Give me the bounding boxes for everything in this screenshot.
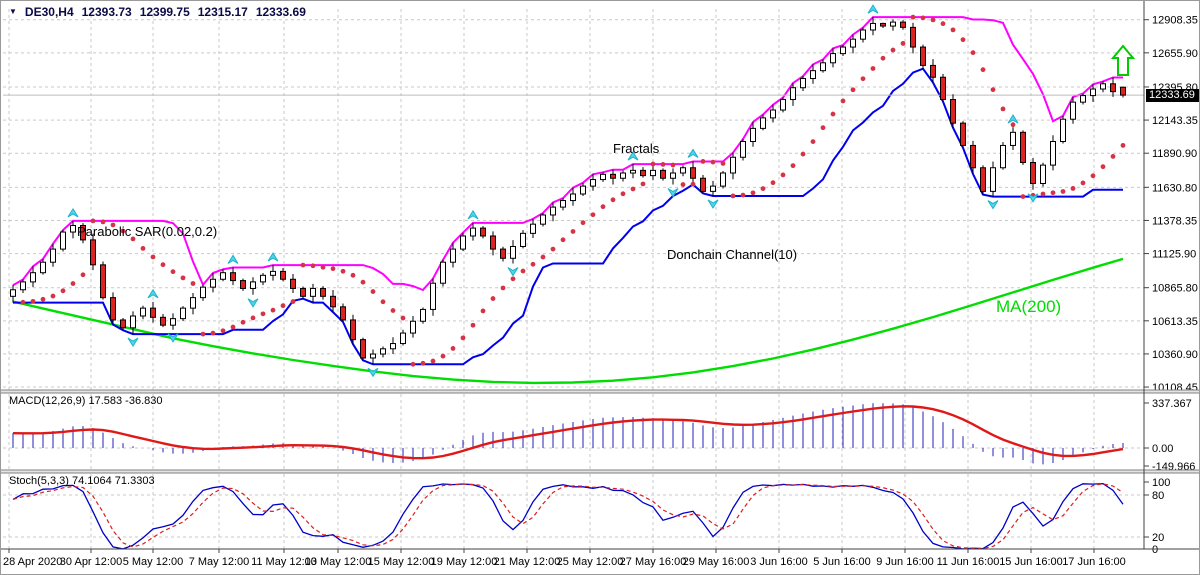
time-tick-label: 15 May 12:00 [368, 556, 435, 568]
time-tick-label: 28 Apr 2020 [3, 556, 62, 568]
symbol-dropdown-icon[interactable]: ▼ [9, 6, 17, 18]
stoch-indicator-label: Stoch(5,3,3) 74.1064 71.3303 [9, 475, 155, 487]
stoch-tick-label: 20 [1152, 532, 1164, 544]
donchian-lower-line [13, 69, 1123, 365]
time-tick-label: 19 May 12:00 [431, 556, 498, 568]
price-tick-label: 12143.35 [1152, 115, 1198, 127]
pane-separators [1, 390, 1200, 549]
buy-signal-arrow-icon [1113, 46, 1133, 75]
time-tick-label: 30 Apr 12:00 [60, 556, 122, 568]
price-tick-label: 10613.35 [1152, 316, 1198, 328]
time-tick-label: 21 May 12:00 [494, 556, 561, 568]
time-tick-label: 3 Jun 16:00 [750, 556, 808, 568]
price-tick-label: 12655.90 [1152, 48, 1198, 60]
annotation-parabolic-sar: Parabolic SAR(0.02,0.2) [77, 224, 217, 239]
annotation-donchian-channel: Donchain Channel(10) [667, 247, 797, 262]
ohlc-low: 12315.17 [198, 5, 248, 19]
price-tick-label: 12908.35 [1152, 15, 1198, 27]
chart-canvas[interactable]: 12908.3512655.9012395.8012143.3511890.90… [1, 1, 1200, 575]
stoch-tick-label: 0 [1152, 544, 1158, 556]
symbol-header[interactable]: ▼ DE30,H4 12393.73 12399.75 12315.17 123… [9, 5, 306, 19]
macd-tick-label: 337.367 [1152, 398, 1192, 410]
stoch-tick-label: 80 [1152, 490, 1164, 502]
candles-layer [11, 17, 1126, 364]
grid-layer [3, 9, 1144, 549]
ohlc-open: 12393.73 [82, 5, 132, 19]
symbol-period: DE30,H4 [25, 5, 74, 19]
annotation-ma200: MA(200) [996, 297, 1061, 317]
price-tick-label: 10865.80 [1152, 283, 1198, 295]
ohlc-close: 12333.69 [256, 5, 306, 19]
time-tick-label: 13 May 12:00 [305, 556, 372, 568]
time-tick-label: 7 May 12:00 [189, 556, 250, 568]
time-axis-labels: 28 Apr 202030 Apr 12:005 May 12:00 7 May … [3, 549, 1126, 568]
time-tick-label: 27 May 16:00 [620, 556, 687, 568]
annotation-fractals: Fractals [613, 141, 659, 156]
price-tick-label: 11378.35 [1152, 215, 1197, 227]
stoch-tick-label: 100 [1152, 477, 1170, 489]
current-price-tag: 12333.69 [1146, 89, 1200, 102]
time-tick-label: 15 Jun 16:00 [999, 556, 1063, 568]
time-tick-label: 5 May 12:00 [123, 556, 184, 568]
macd-tick-label: 0.00 [1152, 443, 1173, 455]
price-tick-label: 11125.90 [1152, 249, 1196, 261]
macd-signal-line [13, 406, 1123, 458]
trading-chart-window: 12908.3512655.9012395.8012143.3511890.90… [0, 0, 1200, 575]
time-tick-label: 29 May 16:00 [683, 556, 750, 568]
time-tick-label: 25 May 12:00 [557, 556, 624, 568]
macd-histogram [13, 403, 1123, 464]
time-tick-label: 11 Jun 16:00 [937, 556, 1000, 568]
time-tick-label: 17 Jun 16:00 [1062, 556, 1126, 568]
stoch-k-line [13, 484, 1123, 549]
stoch-d-line [13, 484, 1123, 549]
macd-indicator-label: MACD(12,26,9) 17.583 -36.830 [9, 395, 162, 407]
ohlc-high: 12399.75 [140, 5, 190, 19]
price-tick-label: 10360.90 [1152, 349, 1198, 361]
time-tick-label: 9 Jun 16:00 [876, 556, 934, 568]
time-tick-label: 5 Jun 16:00 [813, 556, 871, 568]
price-tick-label: 11630.80 [1152, 182, 1197, 194]
price-tick-label: 11890.90 [1152, 148, 1197, 160]
